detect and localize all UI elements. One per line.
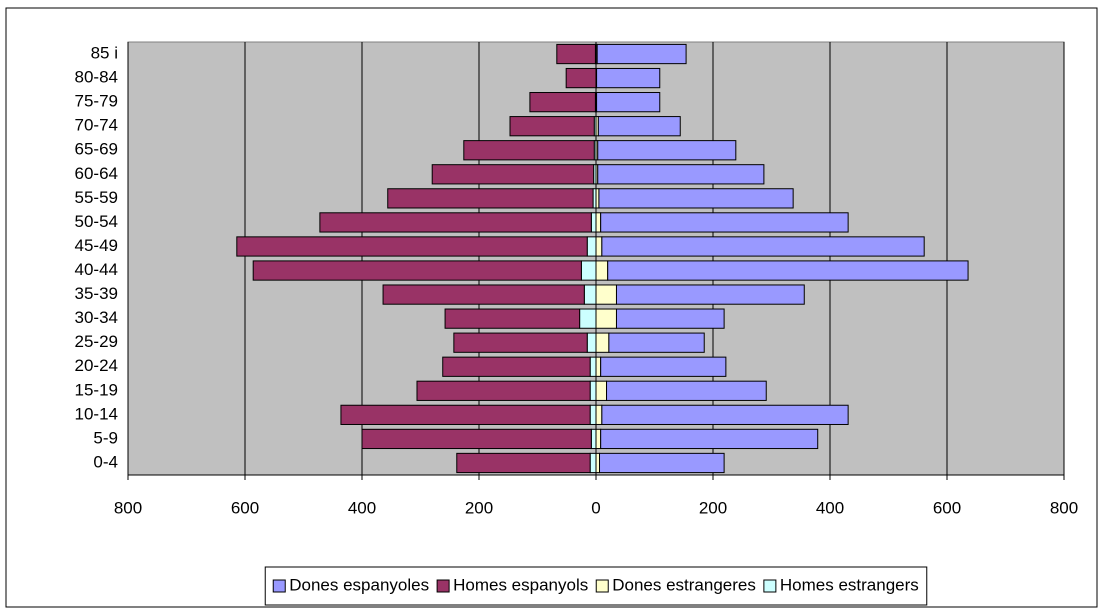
bar xyxy=(456,452,591,474)
bar xyxy=(589,380,597,401)
y-tick-label: 50-54 xyxy=(75,212,118,231)
x-tick-label: 200 xyxy=(465,498,493,517)
bar xyxy=(586,236,597,257)
bar xyxy=(597,164,765,185)
bar xyxy=(382,284,585,305)
bar xyxy=(597,116,681,137)
x-tick-label: 600 xyxy=(231,498,259,517)
bar xyxy=(596,92,661,113)
bar xyxy=(595,212,602,233)
bar xyxy=(615,308,725,329)
bar xyxy=(583,284,597,305)
y-tick-label: 40-44 xyxy=(75,260,118,279)
x-tick-label: 400 xyxy=(348,498,376,517)
bar xyxy=(252,260,582,281)
bar xyxy=(590,212,597,233)
y-tick-label: 10-14 xyxy=(75,404,118,423)
bar xyxy=(601,404,849,425)
bar xyxy=(596,67,661,89)
y-tick-label: 80-84 xyxy=(75,68,118,87)
bar xyxy=(615,284,805,305)
y-tick-label: 35-39 xyxy=(75,284,118,303)
y-tick-label: 55-59 xyxy=(75,188,118,207)
bar xyxy=(608,332,705,353)
legend-label: Homes estrangers xyxy=(780,575,919,594)
y-tick-label: 25-29 xyxy=(75,332,118,351)
bar xyxy=(595,356,602,377)
y-tick-label: 65-69 xyxy=(75,140,118,159)
bar xyxy=(565,67,597,89)
bar xyxy=(589,356,597,377)
legend-swatch xyxy=(436,579,450,593)
bar xyxy=(595,428,602,450)
y-tick-label: 20-24 xyxy=(75,356,118,375)
legend-label: Dones estrangeres xyxy=(612,575,756,594)
y-tick-label: 0-4 xyxy=(93,452,118,471)
bar xyxy=(509,116,595,137)
bar xyxy=(597,140,737,161)
bar xyxy=(606,380,767,401)
y-tick-label: 75-79 xyxy=(75,92,118,111)
bar xyxy=(595,308,617,329)
bar xyxy=(596,43,687,65)
bar xyxy=(595,236,603,257)
y-tick-label: 60-64 xyxy=(75,164,118,183)
bar xyxy=(595,284,617,305)
bar xyxy=(340,404,591,425)
bar xyxy=(598,188,794,209)
x-tick-label: 0 xyxy=(591,498,600,517)
legend-label: Dones espanyoles xyxy=(289,575,429,594)
bar xyxy=(453,332,588,353)
bar xyxy=(416,380,591,401)
bar xyxy=(601,236,925,257)
bar xyxy=(580,260,597,281)
bar xyxy=(463,140,595,161)
y-tick-label: 45-49 xyxy=(75,236,118,255)
bar xyxy=(595,380,608,401)
bar xyxy=(590,428,597,450)
bar xyxy=(600,356,727,377)
bar xyxy=(444,308,581,329)
bar xyxy=(431,164,595,185)
bar xyxy=(595,332,610,353)
bar xyxy=(586,332,597,353)
legend: Dones espanyoles Homes espanyols Dones est… xyxy=(264,566,928,606)
x-tick-label: 600 xyxy=(933,498,961,517)
legend-swatch xyxy=(595,579,609,593)
x-tick-label: 200 xyxy=(699,498,727,517)
bar xyxy=(607,260,969,281)
bar xyxy=(599,452,725,474)
bar xyxy=(595,404,603,425)
legend-label: Homes espanyols xyxy=(453,575,588,594)
bar xyxy=(442,356,591,377)
x-tick-label: 400 xyxy=(816,498,844,517)
bar xyxy=(387,188,594,209)
bar xyxy=(361,428,592,450)
y-tick-label: 30-34 xyxy=(75,308,118,327)
legend-swatch xyxy=(272,579,286,593)
bar xyxy=(589,404,597,425)
bar xyxy=(556,43,596,65)
bar xyxy=(600,428,819,450)
y-tick-label: 85 i xyxy=(91,44,118,63)
bar xyxy=(595,260,609,281)
y-tick-label: 5-9 xyxy=(93,428,118,447)
legend-swatch xyxy=(763,579,777,593)
bar xyxy=(579,308,597,329)
bar xyxy=(319,212,592,233)
x-tick-label: 800 xyxy=(1050,498,1078,517)
bar xyxy=(595,452,601,474)
y-tick-label: 15-19 xyxy=(75,380,118,399)
bar xyxy=(529,92,596,113)
y-tick-label: 70-74 xyxy=(75,116,118,135)
x-tick-label: 800 xyxy=(114,498,142,517)
bar xyxy=(236,236,588,257)
bar xyxy=(600,212,849,233)
bar xyxy=(589,452,597,474)
